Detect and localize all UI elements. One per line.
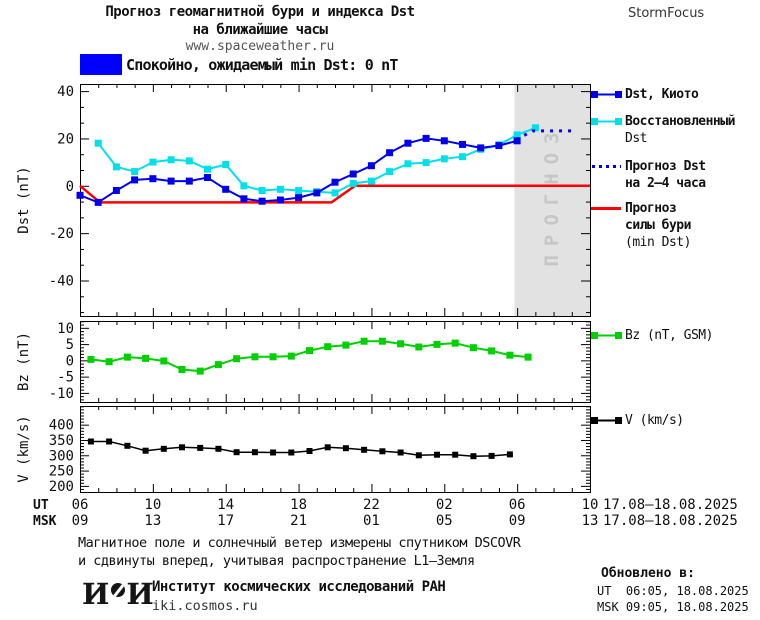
- dst-ytick-label: 0: [66, 179, 74, 195]
- updated-heading: Обновлено в:: [601, 566, 695, 581]
- xaxis-msk-header: MSK: [33, 514, 57, 529]
- xtick-ut-label: 02: [436, 497, 453, 513]
- bz-ytick-label: -5: [57, 370, 74, 386]
- site-link[interactable]: www.spaceweather.ru: [185, 39, 335, 54]
- status-color-swatch: [80, 54, 122, 75]
- xtick-ut-label: 10: [582, 497, 599, 513]
- xaxis-ut-header: UT: [33, 498, 49, 513]
- series-dst_kyoto: [76, 134, 521, 206]
- updated-ut: UT 06:05, 18.08.2025: [597, 584, 749, 598]
- iki-logo-left-letter: И: [82, 577, 110, 611]
- brand-label: StormFocus: [628, 6, 705, 21]
- status-row: Спокойно, ожидаемый min Dst: 0 nT: [80, 54, 398, 75]
- dst-ytick-label: -40: [49, 273, 74, 289]
- xtick-msk-label: 13: [144, 513, 161, 529]
- xtick-msk-label: 13: [582, 513, 599, 529]
- bz-ytick-label: 5: [66, 337, 74, 353]
- institute-site-link[interactable]: iki.cosmos.ru: [152, 598, 258, 614]
- xtick-msk-label: 09: [72, 513, 89, 529]
- page-title: Прогноз геомагнитной бури и индекса Dst: [105, 4, 415, 20]
- xtick-ut-label: 06: [72, 497, 89, 513]
- v-ytick-label: 400: [49, 418, 74, 434]
- bz-axis-title: Bz (nT): [16, 332, 32, 391]
- xtick-ut-label: 06: [509, 497, 526, 513]
- xtick-ut-label: 14: [217, 497, 234, 513]
- title-block: Прогноз геомагнитной бури и индекса Dst …: [40, 3, 480, 55]
- bz-ytick-label: 0: [66, 353, 74, 369]
- v-ytick-label: 300: [49, 448, 74, 464]
- bz-ytick-label: -10: [49, 386, 74, 402]
- institute-name: Институт космических исследований РАН: [152, 579, 446, 595]
- xaxis-msk-date: 17.08–18.08.2025: [603, 513, 738, 529]
- iki-logo-slash: [111, 583, 126, 597]
- dst-ytick-label: 20: [57, 131, 74, 147]
- series-dst_forecast: [515, 129, 576, 141]
- xaxis-ut-date: 17.08–18.08.2025: [603, 497, 738, 513]
- footnote-line-1: Магнитное поле и солнечный ветер измерен…: [78, 535, 521, 551]
- v-axis-title: V (km/s): [16, 415, 32, 482]
- iki-logo-right-letter: И: [126, 577, 154, 611]
- bz-ytick-label: 10: [57, 321, 74, 337]
- forecast-band: [514, 84, 590, 316]
- xtick-ut-label: 18: [290, 497, 307, 513]
- footnote-line-2: и сдвинуты вперед, учитывая распростране…: [78, 553, 475, 569]
- dst-axis-title: Dst (nT): [16, 166, 32, 233]
- iki-logo-circle-icon: [111, 583, 126, 597]
- series-v_series: [87, 438, 513, 460]
- xtick-ut-label: 22: [363, 497, 380, 513]
- xtick-msk-label: 09: [509, 513, 526, 529]
- dst-ytick-label: 40: [57, 84, 74, 100]
- updated-msk: MSK 09:05, 18.08.2025: [597, 600, 749, 614]
- xtick-msk-label: 01: [363, 513, 380, 529]
- status-label: Спокойно, ожидаемый min Dst: 0 nT: [126, 55, 398, 74]
- dst-ytick-label: -20: [49, 226, 74, 242]
- forecast-band-label: ПРОГНОЗ: [541, 123, 563, 266]
- xtick-msk-label: 21: [290, 513, 307, 529]
- page-subtitle: на ближайшие часы: [192, 22, 328, 38]
- series-storm_forecast: [79, 184, 590, 204]
- series-bz_series: [87, 337, 532, 375]
- xtick-ut-label: 10: [144, 497, 161, 513]
- xtick-msk-label: 17: [217, 513, 234, 529]
- v-ytick-label: 250: [49, 464, 74, 480]
- xtick-msk-label: 05: [436, 513, 453, 529]
- v-ytick-label: 350: [49, 433, 74, 449]
- iki-logo: И И: [82, 580, 154, 609]
- v-ytick-label: 200: [49, 479, 74, 495]
